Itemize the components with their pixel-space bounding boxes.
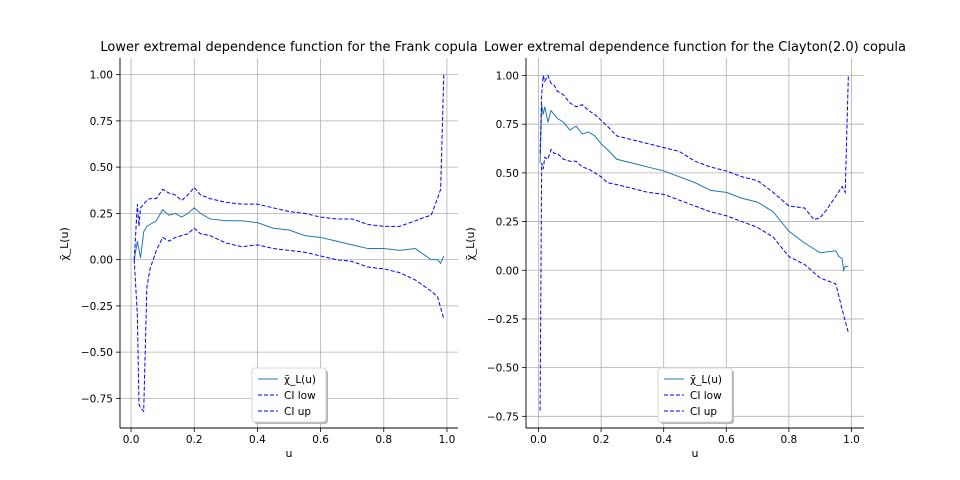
y-tick-label: 0.00 [90,255,113,267]
y-tick-label: 0.50 [496,168,519,180]
x-tick-label: 0.6 [718,434,735,446]
x-tick-label: 0.0 [530,434,547,446]
x-tick-label: 0.4 [249,434,266,446]
series-line-0 [133,207,445,265]
x-tick-label: 1.0 [843,434,860,446]
series-lines [539,74,849,411]
legend-box [657,367,733,423]
y-tick-label: 0.50 [90,162,113,174]
y-tick-label: 1.00 [496,71,519,83]
legend-label: CI low [690,390,722,402]
x-axis-label: u [286,447,293,460]
y-tick-label: −0.75 [81,393,113,405]
x-tick-label: 0.8 [375,434,392,446]
legend-label: CI low [284,390,316,402]
y-axis-label: χ̄_L(u) [464,227,477,261]
x-tick-label: 0.6 [312,434,329,446]
y-ticks: −0.75 −0.50 −0.25 0.00 0.25 0.50 0.75 1.00 [81,70,120,405]
chart-title: Lower extremal dependence function for t… [100,40,477,55]
series-line-0 [539,104,849,273]
series-line-1 [133,227,445,413]
y-tick-label: −0.50 [487,363,519,375]
x-tick-label: 0.0 [123,434,140,446]
x-tick-label: 1.0 [439,434,456,446]
x-ticks: 0.0 0.2 0.4 0.6 0.8 1.0 [530,428,860,446]
y-tick-label: 0.25 [496,217,519,229]
y-axis-label: χ̄_L(u) [58,227,71,261]
x-tick-label: 0.4 [655,434,672,446]
x-tick-label: 0.2 [593,434,610,446]
clayton-copula-chart: 0.0 0.2 0.4 0.6 0.8 1.0 −0.75 −0.50 −0.25 0.00 0.… [464,40,906,460]
y-tick-label: −0.25 [81,301,113,313]
frank-copula-chart: 0.0 0.2 0.4 0.6 0.8 1.0 −0.75 −0.50 −0.25 0.00 0.… [58,40,478,460]
x-axis-label: u [692,447,699,460]
grid [526,58,864,428]
y-tick-label: −0.75 [487,411,519,423]
y-tick-label: 0.75 [496,119,519,131]
legend-label: CI up [284,406,311,418]
y-tick-label: −0.50 [81,347,113,359]
axes-spines [119,58,458,429]
series-line-2 [133,74,445,260]
x-tick-label: 0.8 [781,434,798,446]
y-tick-label: −0.25 [487,314,519,326]
y-ticks: −0.75 −0.50 −0.25 0.00 0.25 0.50 0.75 1.00 [487,71,526,423]
grid [120,58,458,428]
x-ticks: 0.0 0.2 0.4 0.6 0.8 1.0 [123,428,456,446]
legend: χ̄_L(u) CI low CI up [657,367,734,424]
series-line-1 [539,148,849,411]
legend-box [251,367,327,423]
legend-label: CI up [690,406,717,418]
y-tick-label: 0.25 [90,208,113,220]
axes-spines [525,58,864,429]
y-tick-label: 1.00 [90,70,113,82]
legend-label: χ̄_L(u) [690,374,722,386]
series-lines [133,74,445,413]
legend-label: χ̄_L(u) [284,374,316,386]
x-tick-label: 0.2 [186,434,203,446]
series-line-2 [539,74,849,221]
legend: χ̄_L(u) CI low CI up [251,367,328,424]
chart-title: Lower extremal dependence function for t… [484,40,906,55]
y-tick-label: 0.75 [90,116,113,128]
y-tick-label: 0.00 [496,265,519,277]
